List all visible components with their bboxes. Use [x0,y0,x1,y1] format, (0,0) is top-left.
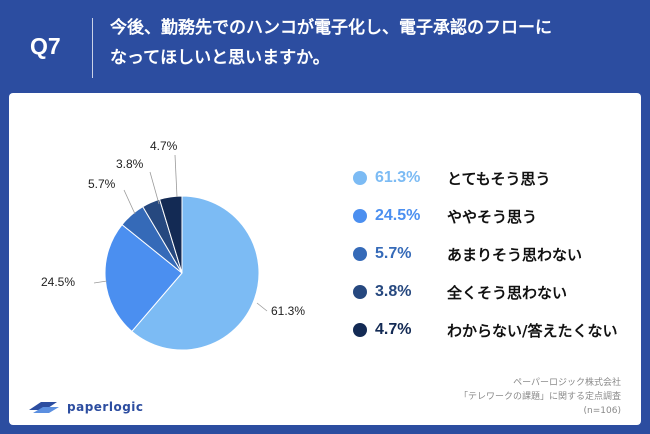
paperlogic-logo-icon [29,402,59,413]
leader-line-2 [93,280,108,284]
chart-panel: 61.3% 24.5% 5.7% 3.8% 4.7% 61.3% とてもそう思う 24.5%… [9,93,641,425]
legend-swatch [353,285,367,299]
chart-legend: 61.3% とてもそう思う 24.5% ややそう思う 5.7% あまりそう思わない 3.8%… [353,165,633,355]
legend-label: 全くそう思わない [447,283,568,302]
slice-data-label-4: 3.8% [116,157,144,171]
legend-item-1: 61.3% とてもそう思う [353,165,633,191]
leader-line-4 [149,171,160,205]
legend-percent: 24.5% [375,207,421,224]
source-company: ペーパーロジック株式会社 [513,378,621,388]
slice-data-label-1: 61.3% [271,304,305,318]
legend-item-4: 3.8% 全くそう思わない [353,279,633,305]
legend-swatch [353,247,367,261]
question-text: 今後、勤務先でのハンコが電子化し、電子承認のフローに なってほしいと思いますか。 [110,13,630,73]
legend-label: あまりそう思わない [447,245,583,264]
pie-slice-5 [158,195,183,274]
legend-percent: 4.7% [375,321,412,338]
pie-slice-2 [104,223,183,333]
question-header: Q7 今後、勤務先でのハンコが電子化し、電子承認のフローに なってほしいと思いま… [0,0,650,92]
leader-line-3 [123,189,136,215]
pie-slice-1 [131,195,260,351]
question-line-2: なってほしいと思いますか。 [110,48,330,68]
source-survey: 「テレワークの課題」に関する定点調査 [458,392,621,402]
legend-label: わからない/答えたくない [447,321,618,340]
logo-text: paperlogic [67,400,144,414]
legend-item-2: 24.5% ややそう思う [353,203,633,229]
legend-swatch [353,209,367,223]
slice-data-label-2: 24.5% [41,275,75,289]
legend-item-5: 4.7% わからない/答えたくない [353,317,633,343]
legend-percent: 5.7% [375,245,412,262]
sample-size: (n=106) [583,406,621,416]
pie-chart: 61.3% 24.5% 5.7%3.8% 4.7% [41,139,305,351]
leader-line-5 [174,154,178,198]
legend-swatch [353,171,367,185]
legend-label: とてもそう思う [447,169,551,188]
legend-label: ややそう思う [447,207,538,226]
question-number: Q7 [30,33,61,59]
paperlogic-logo: paperlogic [27,399,144,415]
leader-line-1 [256,302,268,312]
legend-item-3: 5.7% あまりそう思わない [353,241,633,267]
header-divider [92,18,93,78]
legend-percent: 3.8% [375,283,412,300]
slice-data-label-5: 4.7% [150,139,178,153]
legend-percent: 61.3% [375,169,421,186]
question-line-1: 今後、勤務先でのハンコが電子化し、電子承認のフローに [110,18,552,38]
legend-swatch [353,323,367,337]
slice-data-label-3: 5.7% [88,177,116,191]
source-note: ペーパーロジック株式会社 「テレワークの課題」に関する定点調査 (n=106) [459,376,621,418]
